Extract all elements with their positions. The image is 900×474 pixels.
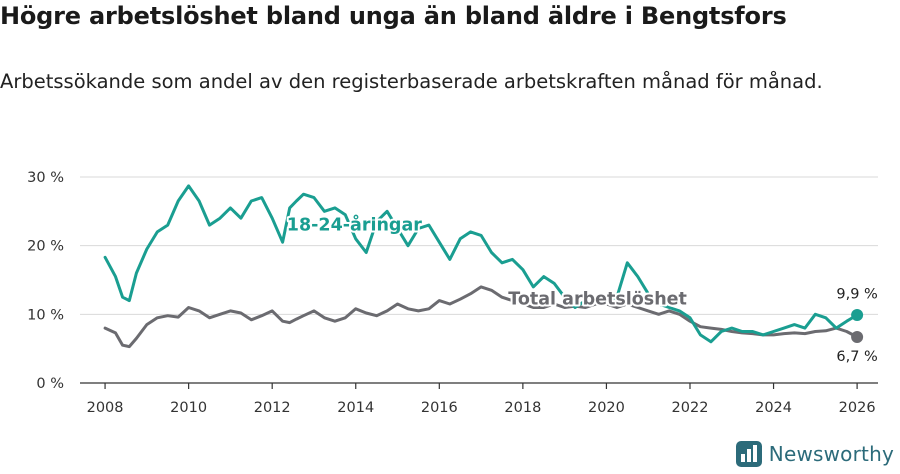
total-series-label: Total arbetslöshet — [508, 290, 687, 310]
newsworthy-logo-icon — [735, 441, 762, 467]
total-series-line — [103, 285, 859, 349]
x-tick-label: 2020 — [588, 400, 625, 416]
x-tick-label: 2016 — [421, 400, 458, 416]
total-end-point — [851, 330, 864, 343]
chart-title: Högre arbetslöshet bland unga än bland ä… — [0, 2, 787, 30]
y-tick-label: 20 % — [27, 239, 64, 255]
x-tick-label: 2010 — [170, 400, 207, 416]
x-tick-label: 2026 — [839, 400, 876, 416]
chart-subtitle: Arbetssökande som andel av den registerb… — [0, 70, 823, 93]
y-tick-label: 30 % — [27, 170, 64, 186]
total-end-value-label: 6,7 % — [836, 349, 877, 365]
x-tick-label: 2022 — [672, 400, 709, 416]
youth-series-label: 18-24-åringar — [287, 214, 422, 236]
x-tick-label: 2024 — [755, 400, 792, 416]
x-tick-label: 2012 — [254, 400, 291, 416]
youth-series-line — [103, 184, 859, 344]
y-tick-label: 0 % — [36, 376, 64, 392]
y-tick-label: 10 % — [27, 307, 64, 323]
youth-end-point — [851, 309, 864, 322]
youth-end-value-label: 9,9 % — [836, 287, 877, 303]
x-tick-label: 2014 — [337, 400, 374, 416]
x-tick-label: 2018 — [504, 400, 541, 416]
x-tick-label: 2008 — [87, 400, 124, 416]
brand-name: Newsworthy — [768, 442, 894, 466]
brand-logo: Newsworthy — [735, 440, 894, 468]
